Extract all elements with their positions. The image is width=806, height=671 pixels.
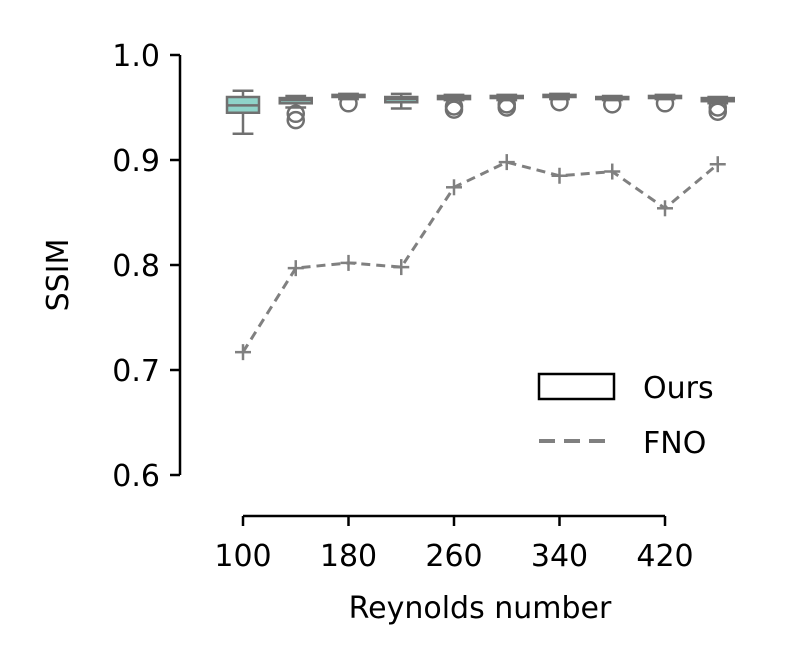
- y-tick-label: 0.8: [112, 249, 160, 284]
- ours-box: [542, 92, 577, 112]
- ticks: 0.6 0.7 0.8 0.9 1.0 100 180 260 340 420: [112, 39, 693, 574]
- ours-series: [225, 89, 735, 135]
- legend-label-fno: FNO: [643, 426, 706, 461]
- ours-flier: [603, 95, 622, 114]
- x-tick-label: 340: [531, 539, 588, 574]
- ours-flier: [286, 104, 305, 124]
- fno-marker: [287, 260, 304, 277]
- y-tick-label: 0.7: [112, 354, 160, 389]
- x-tick-label: 260: [425, 539, 482, 574]
- legend: Ours FNO: [537, 371, 714, 461]
- ours-box: [278, 94, 313, 130]
- ours-box: [225, 89, 261, 135]
- ours-box: [489, 93, 524, 117]
- ours-flier: [339, 94, 358, 113]
- fno-marker: [709, 156, 726, 173]
- ours-flier: [444, 100, 464, 119]
- ours-flier: [286, 110, 305, 130]
- y-tick-label: 1.0: [112, 39, 160, 74]
- fno-line: [241, 160, 719, 353]
- ours-box: [595, 94, 630, 114]
- fno-marker: [498, 154, 515, 171]
- fno-marker: [340, 254, 357, 271]
- ours-box: [647, 93, 683, 113]
- ours-flier: [655, 94, 675, 113]
- fno-marker: [235, 344, 251, 361]
- y-tick-label: 0.6: [112, 459, 160, 494]
- fno-marker: [446, 179, 462, 196]
- legend-label-ours: Ours: [643, 371, 714, 406]
- ours-box: [436, 93, 472, 119]
- fno-marker: [551, 167, 568, 184]
- ours-flier: [550, 93, 569, 112]
- ours-box: [331, 92, 366, 113]
- legend-swatch-ours: [537, 372, 616, 401]
- x-axis-label: Reynolds number: [349, 591, 612, 626]
- ours-box: [384, 92, 419, 110]
- fno-series: [235, 154, 726, 361]
- y-axis-label: SSIM: [41, 239, 76, 312]
- ours-flier: [708, 102, 727, 121]
- fno-marker: [604, 163, 621, 180]
- x-tick-label: 180: [320, 539, 377, 574]
- x-tick-label: 100: [214, 539, 271, 574]
- fno-marker: [393, 259, 410, 276]
- fno-marker: [657, 200, 673, 217]
- x-tick-label: 420: [636, 539, 693, 574]
- axes: [178, 55, 665, 518]
- ours-box: [700, 95, 735, 121]
- y-tick-label: 0.9: [112, 144, 160, 179]
- ours-flier: [497, 98, 516, 117]
